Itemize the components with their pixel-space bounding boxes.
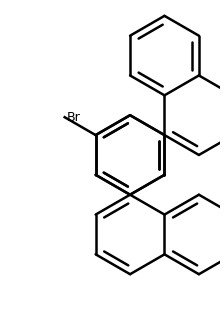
Text: Br: Br bbox=[67, 111, 80, 124]
